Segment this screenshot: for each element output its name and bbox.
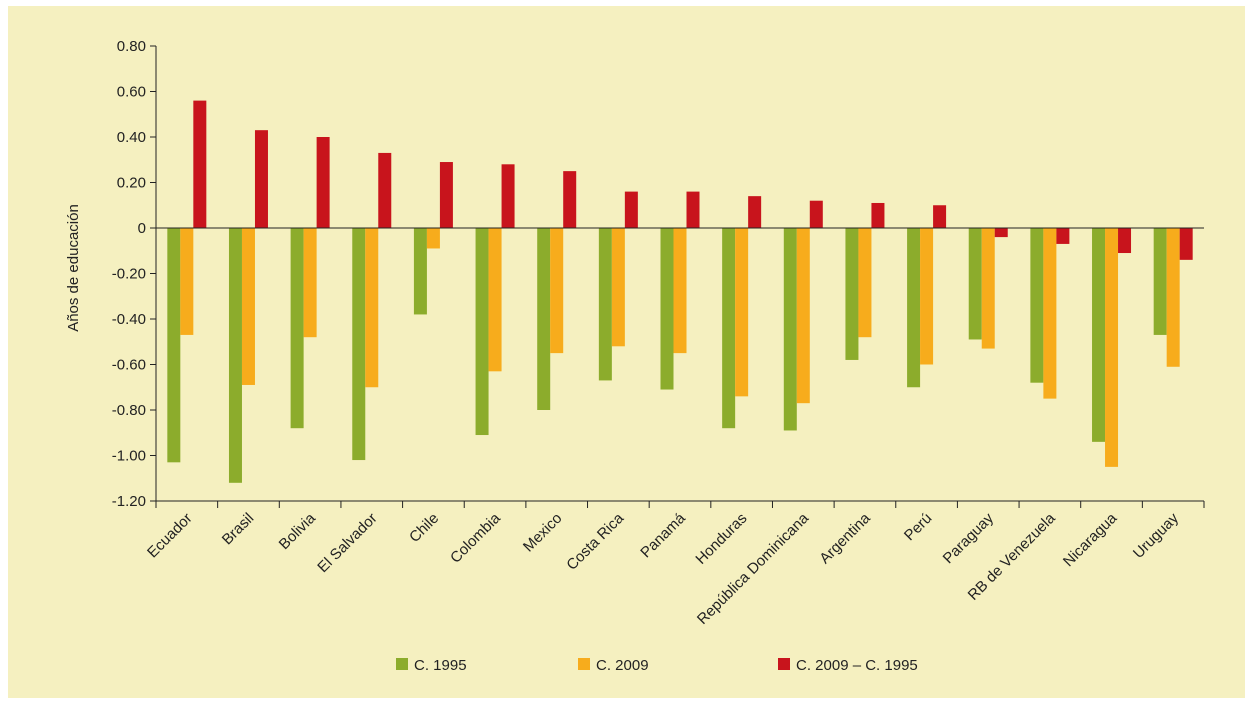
bar-c2009	[1166, 228, 1180, 367]
bar-c2009	[735, 228, 749, 397]
bar-c1995	[537, 228, 551, 410]
axes	[155, 46, 1205, 508]
y-tick-label: -0.20	[112, 266, 146, 283]
bar-c1995	[598, 228, 612, 381]
bar-diff	[1056, 228, 1070, 244]
bar-c1995	[722, 228, 736, 429]
bar-diff	[378, 152, 392, 228]
y-tick-label: 0.20	[117, 175, 146, 192]
bar-c1995	[1153, 228, 1167, 335]
legend-swatch	[778, 658, 790, 670]
bar-diff	[193, 100, 207, 228]
bar-c2009	[241, 228, 255, 385]
bar-c2009	[180, 228, 194, 335]
legend-label: C. 2009	[596, 657, 649, 674]
legend-swatch	[396, 658, 408, 670]
legend: C. 1995 C. 2009 C. 2009 – C. 1995	[396, 657, 918, 674]
bar-c2009	[550, 228, 564, 354]
bar-diff	[1118, 228, 1132, 254]
bar-c1995	[352, 228, 366, 461]
x-category-label: Honduras	[692, 510, 750, 568]
bar-diff	[933, 205, 947, 228]
legend-swatch	[578, 658, 590, 670]
bar-c2009	[426, 228, 440, 249]
bar-diff	[871, 202, 885, 228]
bar-c1995	[1030, 228, 1044, 383]
x-category-label: Nicaragua	[1060, 509, 1121, 570]
bar-c1995	[907, 228, 921, 388]
bar-c2009	[858, 228, 872, 338]
x-category-label: Mexico	[520, 510, 566, 556]
y-axis-ticks: 0.80 0.60 0.40 0.20 0 -0.20 -0.40 -0.60 -0.80 -1.…	[112, 38, 156, 510]
bar-diff	[316, 137, 330, 228]
x-category-label: Costa Rica	[563, 509, 627, 573]
bar-c2009	[488, 228, 502, 372]
bar-c1995	[1092, 228, 1106, 442]
x-category-label: Panamá	[637, 509, 689, 561]
y-tick-label: -0.60	[112, 357, 146, 374]
x-category-label: Argentina	[816, 509, 874, 567]
x-category-label: Uruguay	[1130, 509, 1182, 561]
bar-c1995	[413, 228, 427, 315]
bar-c2009	[303, 228, 317, 338]
chart-panel: 0.80 0.60 0.40 0.20 0 -0.20 -0.40 -0.60 -0.80 -1.…	[8, 6, 1245, 698]
bar-c2009	[1105, 228, 1119, 467]
bar-c1995	[475, 228, 489, 436]
legend-label: C. 2009 – C. 1995	[796, 657, 918, 674]
x-category-label: El Salvador	[314, 510, 380, 576]
bar-diff	[994, 228, 1008, 238]
bar-c1995	[167, 228, 181, 463]
y-tick-label: -0.80	[112, 402, 146, 419]
x-category-label: República Dominicana	[694, 509, 813, 628]
bar-chart: 0.80 0.60 0.40 0.20 0 -0.20 -0.40 -0.60 -0.80 -1.…	[65, 38, 1205, 674]
y-tick-label: 0.80	[117, 38, 146, 55]
bars	[167, 100, 1193, 483]
bar-c1995	[845, 228, 859, 360]
bar-c1995	[660, 228, 674, 390]
bar-c1995	[228, 228, 242, 483]
bar-diff	[748, 196, 762, 228]
bar-diff	[254, 130, 268, 228]
legend-label: C. 1995	[414, 657, 467, 674]
bar-diff	[809, 200, 823, 228]
bar-c1995	[783, 228, 797, 431]
x-category-label: Ecuador	[144, 510, 196, 562]
bar-diff	[624, 191, 638, 228]
bar-c2009	[796, 228, 810, 404]
bar-diff	[686, 191, 700, 228]
y-tick-label: -0.40	[112, 311, 146, 328]
y-tick-label: 0.40	[117, 129, 146, 146]
bar-c2009	[981, 228, 995, 349]
x-category-label: Bolivia	[276, 509, 320, 553]
x-category-label: Chile	[406, 510, 442, 546]
bar-c2009	[673, 228, 687, 354]
x-category-label: Brasil	[219, 510, 258, 549]
bar-c2009	[365, 228, 379, 388]
x-category-label: Perú	[901, 510, 935, 544]
bar-diff	[439, 162, 453, 228]
bar-diff	[1179, 228, 1193, 260]
bar-diff	[563, 171, 577, 228]
bar-c2009	[1043, 228, 1057, 399]
x-category-label: Colombia	[447, 509, 504, 566]
bar-c1995	[290, 228, 304, 429]
x-category-label: Paraguay	[940, 509, 998, 567]
y-tick-label: -1.00	[112, 448, 146, 465]
y-tick-label: 0	[138, 220, 146, 237]
y-axis-title: Años de educación	[65, 204, 82, 332]
y-tick-label: -1.20	[112, 493, 146, 510]
bar-c2009	[920, 228, 934, 365]
bar-c1995	[968, 228, 982, 340]
bar-diff	[501, 164, 515, 228]
y-tick-label: 0.60	[117, 84, 146, 101]
bar-c2009	[611, 228, 625, 347]
